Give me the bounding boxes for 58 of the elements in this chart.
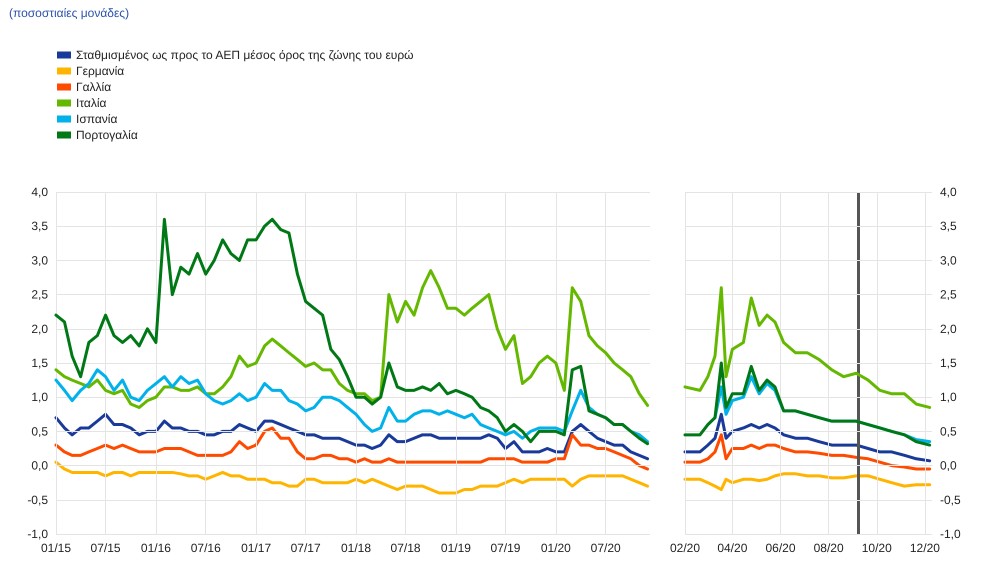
x-tick-label: 04/20: [717, 541, 748, 555]
x-tick-label: 01/19: [440, 541, 472, 555]
line-series: [684, 286, 932, 409]
y-tick-label: 1,0: [940, 390, 958, 404]
y-tick-label: 3,0: [31, 253, 48, 268]
chart-subtitle: (ποσοστιαίες μονάδες): [9, 6, 130, 20]
line-series: [54, 269, 650, 409]
y-tick-label: 2,5: [31, 288, 48, 302]
line-series: [684, 412, 932, 462]
legend-label: Γαλλία: [76, 80, 112, 94]
line-series: [54, 460, 650, 494]
y-tick-label: -0,5: [27, 492, 48, 507]
y-tick-label: 0,5: [940, 424, 958, 438]
x-tick-label: 01/17: [241, 541, 272, 555]
x-tick-label: 12/20: [910, 541, 940, 555]
line-series: [54, 426, 650, 471]
y-tick-label: 0,0: [940, 458, 958, 473]
line-series: [684, 362, 932, 447]
x-tick-label: 01/18: [340, 541, 372, 555]
x-tick-label: 07/19: [490, 541, 521, 555]
legend-label: Γερμανία: [76, 64, 124, 78]
y-tick-label: 0,0: [31, 458, 48, 473]
legend-label: Ισπανία: [76, 112, 118, 126]
y-tick-label: -1,0: [940, 527, 962, 541]
y-tick-label: 2,0: [31, 322, 48, 336]
legend-label: Ιταλία: [76, 96, 107, 110]
legend-label: Πορτογαλία: [76, 128, 138, 142]
y-tick-label: 3,5: [31, 219, 48, 234]
y-tick-label: 2,0: [940, 322, 958, 336]
y-tick-label: 1,5: [31, 356, 48, 370]
x-tick-label: 01/15: [40, 541, 72, 555]
y-tick-label: 3,0: [940, 253, 958, 268]
y-tick-label: 1,5: [940, 356, 958, 370]
line-series: [54, 218, 650, 446]
x-tick-label: 07/18: [390, 541, 421, 555]
line-series: [54, 368, 650, 444]
x-tick-label: 02/20: [670, 541, 700, 555]
x-tick-label: 07/16: [190, 541, 222, 555]
y-tick-label: -1,0: [27, 527, 48, 541]
legend-label: Σταθμισμένος ως προς το ΑΕΠ μέσος όρος της ζώνης του ευρώ: [76, 48, 414, 62]
x-tick-label: 06/20: [765, 541, 796, 555]
y-tick-label: 4,0: [940, 185, 958, 199]
y-tick-label: -0,5: [940, 492, 962, 507]
y-tick-label: 1,0: [31, 390, 48, 404]
x-tick-label: 07/20: [590, 541, 621, 555]
y-tick-label: 0,5: [31, 424, 48, 438]
y-tick-label: 3,5: [940, 219, 958, 234]
line-series: [684, 433, 932, 471]
x-tick-label: 08/20: [814, 541, 844, 555]
x-tick-label: 10/20: [862, 541, 892, 555]
line-series: [54, 412, 650, 460]
line-series: [684, 472, 932, 492]
y-tick-label: 2,5: [940, 288, 958, 302]
y-tick-label: 4,0: [31, 185, 48, 199]
x-tick-label: 01/16: [140, 541, 172, 555]
x-tick-label: 07/17: [290, 541, 321, 555]
x-tick-label: 01/20: [540, 541, 572, 555]
x-tick-label: 07/15: [90, 541, 121, 555]
